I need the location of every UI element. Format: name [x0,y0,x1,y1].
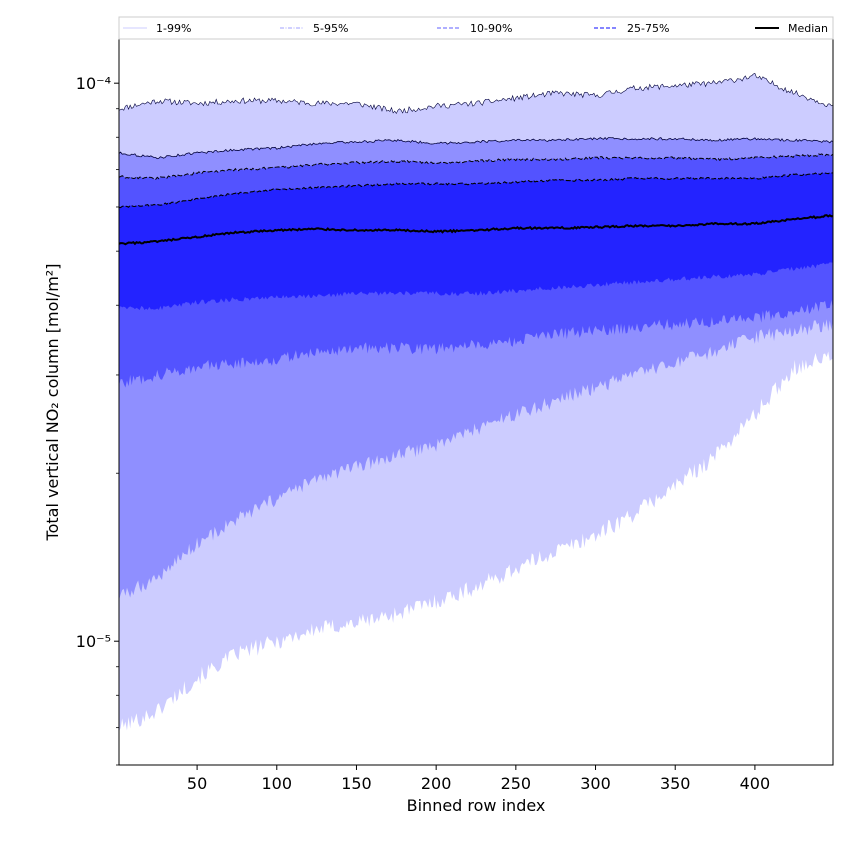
x-tick-label: 50 [187,774,207,793]
legend-label: 25-75% [627,22,669,35]
x-tick-label: 400 [740,774,771,793]
legend-label: Median [788,22,828,35]
x-tick-label: 200 [421,774,452,793]
upper-line-5-95pct [118,137,834,160]
x-tick-label: 350 [660,774,691,793]
median-line [118,214,834,246]
percentile-boundary-lines [118,73,834,246]
legend: 1-99% 5-95% 10-90% 25-75% Median [118,16,834,40]
y-tick-label: 10⁻⁵ [76,632,111,651]
x-tick-label: 100 [262,774,293,793]
y-axis-label: Total vertical NO₂ column [mol/m²] [43,264,62,542]
band-25-75pct [119,172,833,311]
percentile-bands [119,73,833,732]
x-tick-label: 150 [341,774,372,793]
y-tick-label: 10⁻⁴ [76,74,111,93]
x-tick-label: 250 [501,774,532,793]
upper-line-10-90pct [118,153,834,181]
legend-box [118,16,834,40]
legend-label: 1-99% [156,22,191,35]
legend-label: 10-90% [470,22,512,35]
upper-line-1-99pct [118,73,834,115]
x-axis-ticks: 50 100 150 200 250 300 350 400 [187,765,770,793]
x-tick-label: 300 [580,774,611,793]
x-axis-label: Binned row index [407,796,546,815]
y-axis-ticks: 10⁻⁵ 10⁻⁴ [76,74,119,766]
legend-label: 5-95% [313,22,348,35]
upper-line-25-75pct [118,172,834,209]
